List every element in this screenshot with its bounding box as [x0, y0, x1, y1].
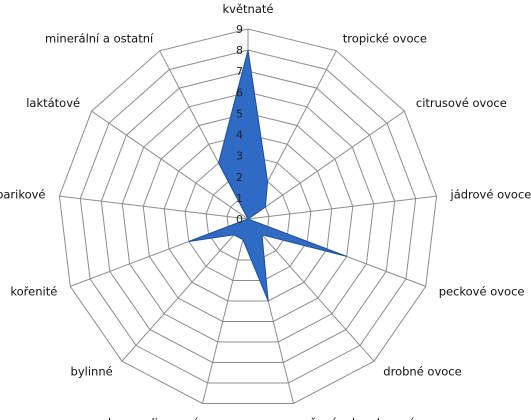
grid-ring	[121, 91, 375, 343]
category-label: laktátové	[26, 96, 80, 110]
tick-label: 6	[236, 86, 243, 99]
tick-label: 8	[236, 44, 243, 57]
category-label: peckové ovoce	[439, 284, 525, 298]
data-point	[188, 241, 190, 242]
grid-ring	[100, 70, 396, 363]
tick-label: 9	[236, 23, 243, 36]
tick-label: 4	[236, 129, 243, 142]
category-label: kořenité	[10, 284, 57, 298]
grid-spoke	[91, 110, 249, 220]
category-label: tropické ovoce	[343, 31, 427, 45]
grid-spoke	[121, 218, 249, 362]
data-point	[218, 162, 220, 164]
tick-label: 0	[236, 213, 243, 226]
category-label: jádrové ovoce	[450, 187, 531, 201]
category-label: bylinné	[71, 365, 113, 379]
grid-spoke	[247, 110, 405, 220]
data-point	[247, 49, 249, 51]
grid-spoke	[247, 195, 437, 220]
tick-label: 7	[236, 65, 243, 78]
grid-ring	[163, 134, 333, 302]
tick-label: 3	[236, 150, 243, 163]
grid-ring	[79, 49, 417, 384]
series-area	[188, 49, 347, 302]
category-label: minerální a ostatní	[45, 31, 154, 45]
category-label: karamelizované	[108, 416, 199, 420]
grid-spoke	[59, 195, 249, 220]
tick-label: 1	[236, 192, 243, 205]
series-layer	[188, 49, 348, 302]
data-point	[346, 255, 348, 257]
tick-label: 2	[236, 171, 243, 184]
data-point	[247, 218, 249, 220]
tick-label: 5	[236, 107, 243, 120]
data-point	[242, 239, 244, 240]
data-point	[233, 234, 235, 236]
tick-labels: 0 1 2 3 4 5 6 7 8 9	[236, 23, 243, 226]
grid-ring	[205, 176, 291, 261]
category-label: sušené a kandované ovoce	[297, 416, 453, 420]
grid-ring	[184, 155, 312, 281]
data-point	[264, 206, 266, 208]
category-label: barikové	[0, 187, 46, 201]
data-point	[267, 300, 269, 302]
category-label: květnaté	[223, 2, 274, 16]
grid-spoke	[202, 218, 249, 404]
grid-ring	[58, 28, 438, 404]
grid-spoke	[247, 218, 375, 362]
category-label: drobné ovoce	[383, 365, 461, 379]
data-point	[261, 234, 263, 236]
category-label: citrusové ovoce	[416, 96, 507, 110]
data-point	[267, 181, 269, 183]
grid-ring	[142, 112, 354, 322]
